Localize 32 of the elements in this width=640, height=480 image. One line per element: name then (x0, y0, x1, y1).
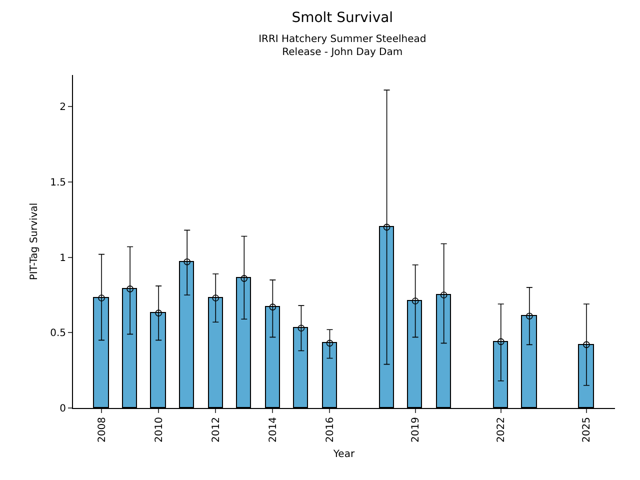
point (98, 294, 105, 302)
y-tick-label: 0 (60, 404, 66, 414)
point (412, 298, 419, 304)
x-tick-label: 2014 (268, 417, 279, 442)
x-tick-label: 2022 (496, 417, 508, 442)
point (440, 292, 448, 298)
point (526, 312, 533, 320)
point (583, 341, 590, 348)
x-tick-label: 2012 (210, 417, 222, 442)
point (212, 294, 220, 302)
x-tick-label: 2008 (96, 417, 108, 442)
chart-subtitle: IRRI Hatchery Summer Steelhead Release - John Day Dam (258, 34, 426, 58)
y-axis-title: PIT-Tag Survival (29, 202, 40, 280)
x-tick-label: 2016 (324, 417, 336, 442)
point (298, 324, 305, 332)
point (383, 224, 390, 231)
y-tick-label: 1 (60, 252, 66, 264)
y-tick-label: 0.5 (50, 328, 66, 340)
point (155, 310, 162, 316)
x-axis-title: Year (332, 448, 356, 460)
y-tick-label: 2 (60, 102, 66, 114)
point (184, 258, 191, 266)
point (326, 340, 334, 347)
point (497, 338, 504, 346)
point (269, 304, 276, 310)
x-tick-label: 2025 (582, 417, 593, 442)
point (126, 286, 134, 292)
x-tick-label: 2019 (410, 417, 422, 442)
chart-title: Smolt Survival (292, 10, 394, 26)
y-tick-label: 1.5 (50, 177, 66, 188)
point (240, 275, 248, 282)
x-tick-label: 2010 (154, 417, 165, 442)
